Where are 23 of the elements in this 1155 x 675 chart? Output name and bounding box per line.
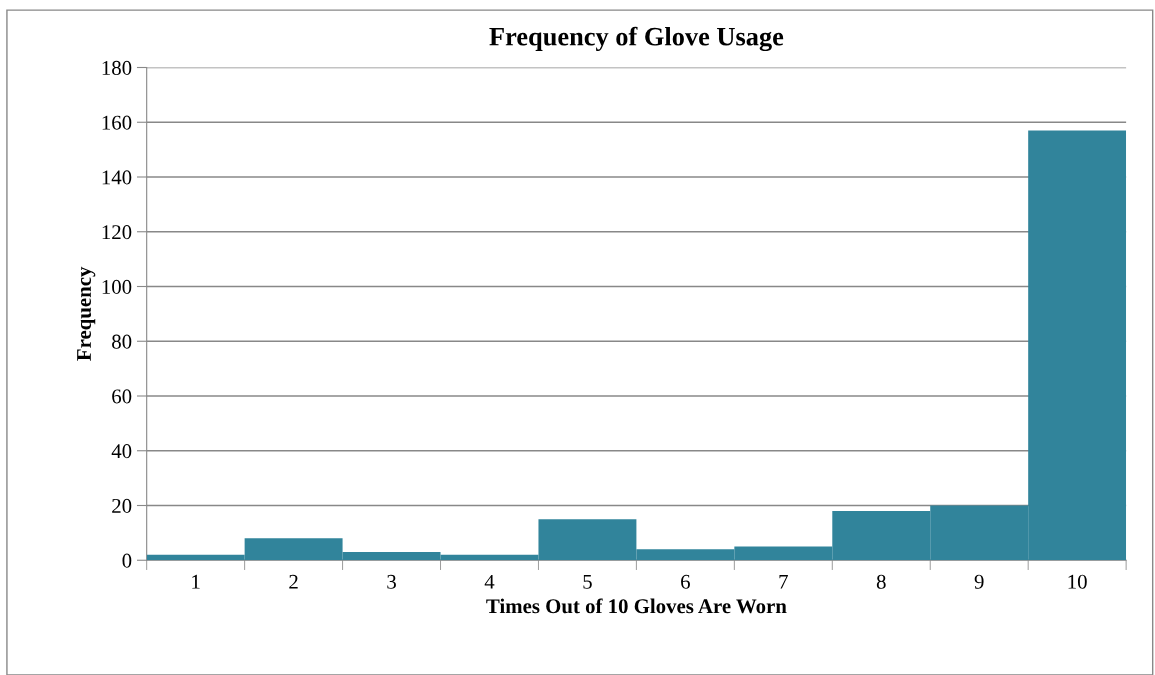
y-tick-label: 40 bbox=[111, 444, 132, 459]
x-tick-label: 7 bbox=[779, 574, 788, 589]
y-tick-label: 100 bbox=[102, 279, 132, 294]
x-tick-label: 5 bbox=[583, 574, 592, 589]
y-tick-label: 60 bbox=[112, 389, 132, 404]
x-tick-label: 3 bbox=[387, 574, 396, 589]
y-tick-label: 120 bbox=[102, 225, 132, 240]
y-axis-title: Frequency bbox=[77, 266, 96, 361]
x-tick-label: 10 bbox=[1068, 574, 1087, 589]
x-axis-title: Times Out of 10 Gloves Are Worn bbox=[486, 598, 787, 614]
y-tick-label: 20 bbox=[112, 498, 132, 513]
x-tick-label: 6 bbox=[681, 574, 690, 589]
x-tick-label: 1 bbox=[192, 574, 200, 589]
x-tick-label: 8 bbox=[876, 574, 886, 589]
y-tick-label: 160 bbox=[102, 115, 132, 130]
x-tick-label: 9 bbox=[974, 574, 984, 589]
y-tick-label: 80 bbox=[112, 334, 132, 349]
y-tick-label: 0 bbox=[122, 553, 132, 568]
y-tick-label: 180 bbox=[102, 60, 132, 75]
x-tick-label: 2 bbox=[289, 574, 298, 589]
x-tick-label: 4 bbox=[484, 574, 495, 589]
y-tick-label: 140 bbox=[102, 170, 132, 185]
chart-title: Frequency of Glove Usage bbox=[489, 26, 784, 52]
